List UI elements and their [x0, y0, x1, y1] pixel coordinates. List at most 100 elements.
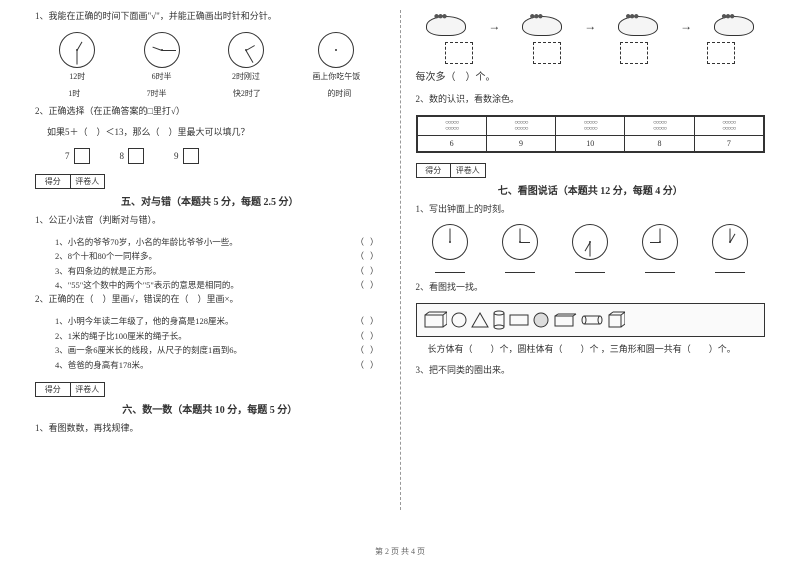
page-footer: 第 2 页 共 4 页: [0, 546, 800, 557]
cube-icon: [607, 311, 625, 329]
judge-item: 1、小明今年读二年级了，他的身高是128厘米。 （）: [35, 314, 385, 328]
answer-line[interactable]: [645, 263, 675, 273]
cuboid-icon: [423, 311, 447, 329]
paren[interactable]: （）: [355, 278, 384, 292]
answer-box[interactable]: [533, 42, 561, 64]
answer-line[interactable]: [575, 263, 605, 273]
apple-plate: [714, 16, 754, 36]
answer-line[interactable]: [435, 263, 465, 273]
judge-text: 4、爸爸的身高有178米。: [55, 358, 149, 372]
clock-face: [572, 224, 608, 260]
score-label: 得分: [36, 383, 71, 396]
judge-text: 2、1米的绳子比100厘米的绳子长。: [55, 329, 187, 343]
q1-text: 1、我能在正确的时间下面画"√"，并能正确画出时针和分针。: [35, 10, 385, 24]
score-label: 得分: [36, 175, 71, 188]
worksheet-page: 1、我能在正确的时间下面画"√"，并能正确画出时针和分针。 12时 6时半 2时…: [0, 0, 800, 520]
clock-label: 2时刚过: [228, 71, 264, 82]
labels-row-2: 1时 7时半 快2时了 的时间: [35, 88, 385, 99]
num-cell: 6: [418, 136, 487, 151]
dot-cell: ○○○○○○○○○○: [418, 117, 487, 135]
clock-item: [502, 224, 538, 275]
clock-label: 画上你吃午饭: [312, 71, 360, 82]
num-row: 6 9 10 8 7: [418, 135, 764, 151]
answer-line[interactable]: [505, 263, 535, 273]
paren[interactable]: （）: [355, 314, 384, 328]
score-box: 得分 评卷人: [416, 163, 486, 178]
grader-label: 评卷人: [71, 383, 105, 396]
clock-item: [572, 224, 608, 275]
cuboid-icon: [553, 313, 577, 327]
answer-box[interactable]: [707, 42, 735, 64]
judge-text: 1、小明今年读二年级了，他的身高是128厘米。: [55, 314, 234, 328]
judge-text: 4、"55"这个数中的两个"5"表示的意思是相同的。: [55, 278, 239, 292]
checkbox[interactable]: [183, 148, 199, 164]
s5-q1: 1、公正小法官（判断对与错）。: [35, 214, 385, 228]
num-cell: 7: [695, 136, 763, 151]
answer-line[interactable]: [715, 263, 745, 273]
s7-clocks: [416, 224, 766, 275]
s6-q1: 1、看图数数，再找规律。: [35, 422, 385, 436]
s7-q1: 1、写出钟面上的时刻。: [416, 203, 766, 217]
num-label: 7: [65, 151, 70, 161]
clock-face: [712, 224, 748, 260]
triangle-icon: [471, 312, 489, 328]
dot-cell: ○○○○○○○○○○: [556, 117, 625, 135]
paren[interactable]: （）: [355, 358, 384, 372]
answer-box[interactable]: [445, 42, 473, 64]
clock-item: [432, 224, 468, 275]
clocks-row: 12时 6时半 2时刚过 画上你吃午饭: [35, 32, 385, 82]
s7-q3: 3、把不同类的圈出来。: [416, 364, 766, 378]
num-cell: 10: [556, 136, 625, 151]
section5-header: 得分 评卷人: [35, 164, 385, 193]
apple-plate: [522, 16, 562, 36]
paren[interactable]: （）: [355, 264, 384, 278]
arrow-icon: →: [488, 19, 500, 34]
num-label: 8: [120, 151, 125, 161]
cylinder-icon: [581, 315, 603, 325]
num-box: 7: [65, 148, 90, 164]
apples-text: 每次多（ ）个。: [416, 70, 766, 85]
s7-q2-text: 长方体有（ ）个，圆柱体有（ ）个 ，三角形和圆一共有（ ）个。: [416, 343, 766, 357]
clock-item: [712, 224, 748, 275]
q2-text: 2、正确选择（在正确答案的□里打√）: [35, 105, 385, 119]
arrow-icon: →: [584, 19, 596, 34]
apple-plate: [618, 16, 658, 36]
clock-face: [432, 224, 468, 260]
score-label: 得分: [417, 164, 452, 177]
dot-cell: ○○○○○○○○○○: [487, 117, 556, 135]
checkbox[interactable]: [128, 148, 144, 164]
grader-label: 评卷人: [451, 164, 485, 177]
paren[interactable]: （）: [355, 329, 384, 343]
num-box: 8: [120, 148, 145, 164]
judge-item: 2、1米的绳子比100厘米的绳子长。 （）: [35, 329, 385, 343]
clock-item: 6时半: [144, 32, 180, 82]
answer-boxes: 7 8 9: [35, 148, 385, 164]
r-q2: 2、数的认识，看数涂色。: [416, 93, 766, 107]
judge-item: 3、有四条边的就是正方形。（）: [35, 264, 385, 278]
paren[interactable]: （）: [355, 343, 384, 357]
section5-title: 五、对与错（本题共 5 分，每题 2.5 分）: [35, 193, 385, 208]
clock-label2: 的时间: [327, 88, 351, 99]
paren[interactable]: （）: [355, 235, 384, 249]
section6-title: 六、数一数（本题共 10 分，每题 5 分）: [35, 401, 385, 416]
score-box: 得分 评卷人: [35, 382, 105, 397]
checkbox[interactable]: [74, 148, 90, 164]
judge-item: 1、小名的爷爷70岁，小名的年龄比爷爷小一些。 （）: [35, 235, 385, 249]
section7-title: 七、看图说话（本题共 12 分，每题 4 分）: [416, 182, 766, 197]
clock-face: [228, 32, 264, 68]
arrow-icon: →: [680, 19, 692, 34]
answer-box[interactable]: [620, 42, 648, 64]
judge-item: 2、8个十和80个一同样多。（）: [35, 249, 385, 263]
num-cell: 9: [487, 136, 556, 151]
judge-text: 1、小名的爷爷70岁，小名的年龄比爷爷小一些。: [55, 235, 238, 249]
dot-cell: ○○○○○○○○○○: [695, 117, 763, 135]
clock-item: [642, 224, 678, 275]
clock-face: [59, 32, 95, 68]
clock-label: 12时: [59, 71, 95, 82]
cylinder-icon: [493, 310, 505, 330]
circle-icon: [451, 312, 467, 328]
dot-table: ○○○○○○○○○○ ○○○○○○○○○○ ○○○○○○○○○○ ○○○○○○○…: [416, 115, 766, 153]
dash-boxes-row: [416, 42, 766, 64]
paren[interactable]: （）: [355, 249, 384, 263]
clock-label2: 快2时了: [233, 88, 261, 99]
